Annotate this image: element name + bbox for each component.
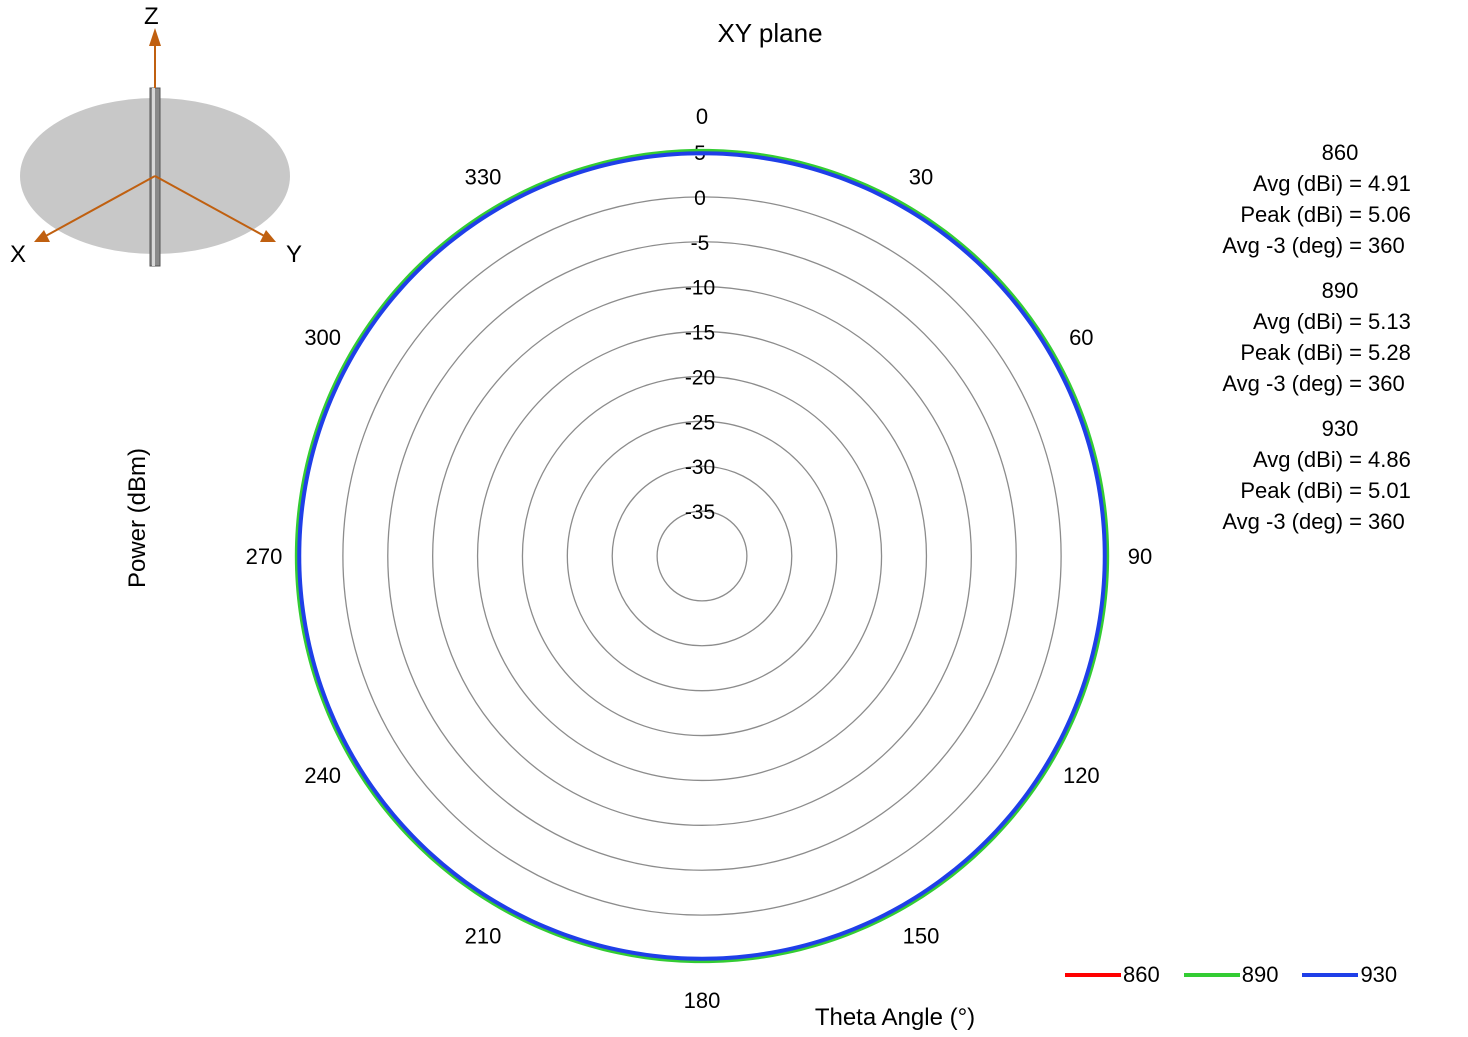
- angle-tick-label: 270: [246, 544, 283, 569]
- stats-frequency: 890: [1321, 278, 1359, 303]
- stats-frequency: 930: [1321, 416, 1359, 441]
- grid-ring: [521, 375, 883, 737]
- stats-block-890: 890 Avg (dBi) = 5.13 Peak (dBi) = 5.28 Avg…: [1180, 276, 1460, 399]
- stats-block-860: 860 Avg (dBi) = 4.91 Peak (dBi) = 5.06 Avg…: [1180, 138, 1460, 261]
- legend-item-890: 890: [1183, 962, 1279, 988]
- stats-peak-label: Peak (dBi) =: [1240, 478, 1362, 503]
- grid-ring: [432, 286, 972, 826]
- legend-swatch: [1065, 973, 1121, 977]
- stats-peak-label: Peak (dBi) =: [1240, 202, 1362, 227]
- y-axis-line: [154, 175, 269, 239]
- z-axis-arrow-icon: [149, 28, 161, 46]
- stats-avg-value: 5.13: [1368, 309, 1411, 334]
- stats-block-930: 930 Avg (dBi) = 4.86 Peak (dBi) = 5.01 Avg…: [1180, 414, 1460, 537]
- y-axis-label: Y: [286, 241, 302, 268]
- series-line-930: [297, 151, 1107, 961]
- stats-avg-label: Avg (dBi) =: [1252, 447, 1362, 472]
- x-axis-line: [41, 175, 156, 239]
- angle-tick-label: 0: [696, 104, 708, 129]
- legend-swatch: [1302, 973, 1359, 977]
- legend-swatch: [1183, 973, 1240, 977]
- stats-peak-value: 5.01: [1368, 478, 1411, 503]
- chart-legend: 860 890 930: [1065, 962, 1421, 988]
- stats-bw-value: 360: [1368, 371, 1405, 396]
- stats-bw-value: 360: [1368, 509, 1405, 534]
- angle-tick-label: 60: [1069, 325, 1093, 350]
- stats-avg-row: Avg (dBi) = 5.13: [1180, 306, 1460, 337]
- grid-ring: [476, 330, 928, 782]
- stats-bw-label: Avg -3 (deg) =: [1222, 233, 1362, 258]
- y-axis-title: Power (dBm): [124, 447, 151, 589]
- radial-tick-label: -35: [685, 501, 715, 524]
- angle-tick-label: 300: [304, 325, 341, 350]
- stats-avg-value: 4.91: [1368, 171, 1411, 196]
- stats-avg-value: 4.86: [1368, 447, 1411, 472]
- grid-ring: [611, 465, 793, 647]
- radial-tick-label: -25: [685, 411, 715, 434]
- stats-frequency: 860: [1321, 140, 1359, 165]
- angle-tick-label: 120: [1063, 763, 1100, 788]
- legend-item-860: 860: [1065, 962, 1160, 988]
- radial-tick-label: -5: [691, 232, 710, 255]
- series-line-860: [296, 150, 1108, 962]
- stats-bw-value: 360: [1368, 233, 1405, 258]
- x-axis-title: Theta Angle (°): [814, 1004, 976, 1031]
- series-line-890: [294, 148, 1110, 964]
- stats-bw-label: Avg -3 (deg) =: [1222, 509, 1362, 534]
- x-axis-arrow-icon: [34, 230, 50, 242]
- y-axis-arrow-icon: [260, 230, 276, 242]
- stats-bw-row: Avg -3 (deg) = 360: [1180, 506, 1460, 537]
- grid-ring: [656, 510, 748, 602]
- stats-avg-label: Avg (dBi) =: [1252, 171, 1362, 196]
- angle-tick-label: 30: [909, 165, 933, 190]
- legend-label: 890: [1241, 962, 1279, 987]
- stats-peak-row: Peak (dBi) = 5.01: [1180, 475, 1460, 506]
- stats-avg-label: Avg (dBi) =: [1252, 309, 1362, 334]
- angle-tick-label: 210: [465, 923, 502, 948]
- stats-bw-label: Avg -3 (deg) =: [1222, 371, 1362, 396]
- stats-peak-value: 5.06: [1368, 202, 1411, 227]
- angle-tick-label: 90: [1128, 544, 1152, 569]
- legend-label: 860: [1123, 962, 1160, 987]
- stats-peak-row: Peak (dBi) = 5.06: [1180, 199, 1460, 230]
- stats-avg-row: Avg (dBi) = 4.91: [1180, 168, 1460, 199]
- legend-item-930: 930: [1302, 962, 1397, 988]
- stats-bw-row: Avg -3 (deg) = 360: [1180, 368, 1460, 399]
- radial-tick-label: -10: [685, 277, 715, 300]
- radial-tick-label: -30: [685, 456, 715, 479]
- angle-tick-label: 240: [304, 763, 341, 788]
- angle-tick-label: 150: [903, 923, 940, 948]
- chart-title: XY plane: [717, 18, 823, 48]
- radial-tick-label: -20: [685, 366, 715, 389]
- stats-peak-value: 5.28: [1368, 340, 1411, 365]
- radial-tick-label: 0: [694, 187, 706, 210]
- legend-label: 930: [1360, 962, 1398, 987]
- stats-panel: 860 Avg (dBi) = 4.91 Peak (dBi) = 5.06 Avg…: [1180, 138, 1460, 552]
- angle-tick-label: 330: [465, 165, 502, 190]
- stats-peak-row: Peak (dBi) = 5.28: [1180, 337, 1460, 368]
- grid-ring: [342, 196, 1062, 916]
- stats-bw-row: Avg -3 (deg) = 360: [1180, 230, 1460, 261]
- angle-tick-label: 180: [684, 988, 721, 1013]
- grid-ring: [566, 420, 838, 692]
- radial-tick-label: -15: [685, 322, 715, 345]
- x-axis-label: X: [10, 241, 26, 268]
- stats-avg-row: Avg (dBi) = 4.86: [1180, 444, 1460, 475]
- stats-peak-label: Peak (dBi) =: [1240, 340, 1362, 365]
- grid-ring: [297, 151, 1107, 961]
- antenna-orientation-icon: X Y Z: [10, 3, 302, 268]
- z-axis-label: Z: [144, 3, 159, 30]
- grid-ring: [387, 241, 1017, 871]
